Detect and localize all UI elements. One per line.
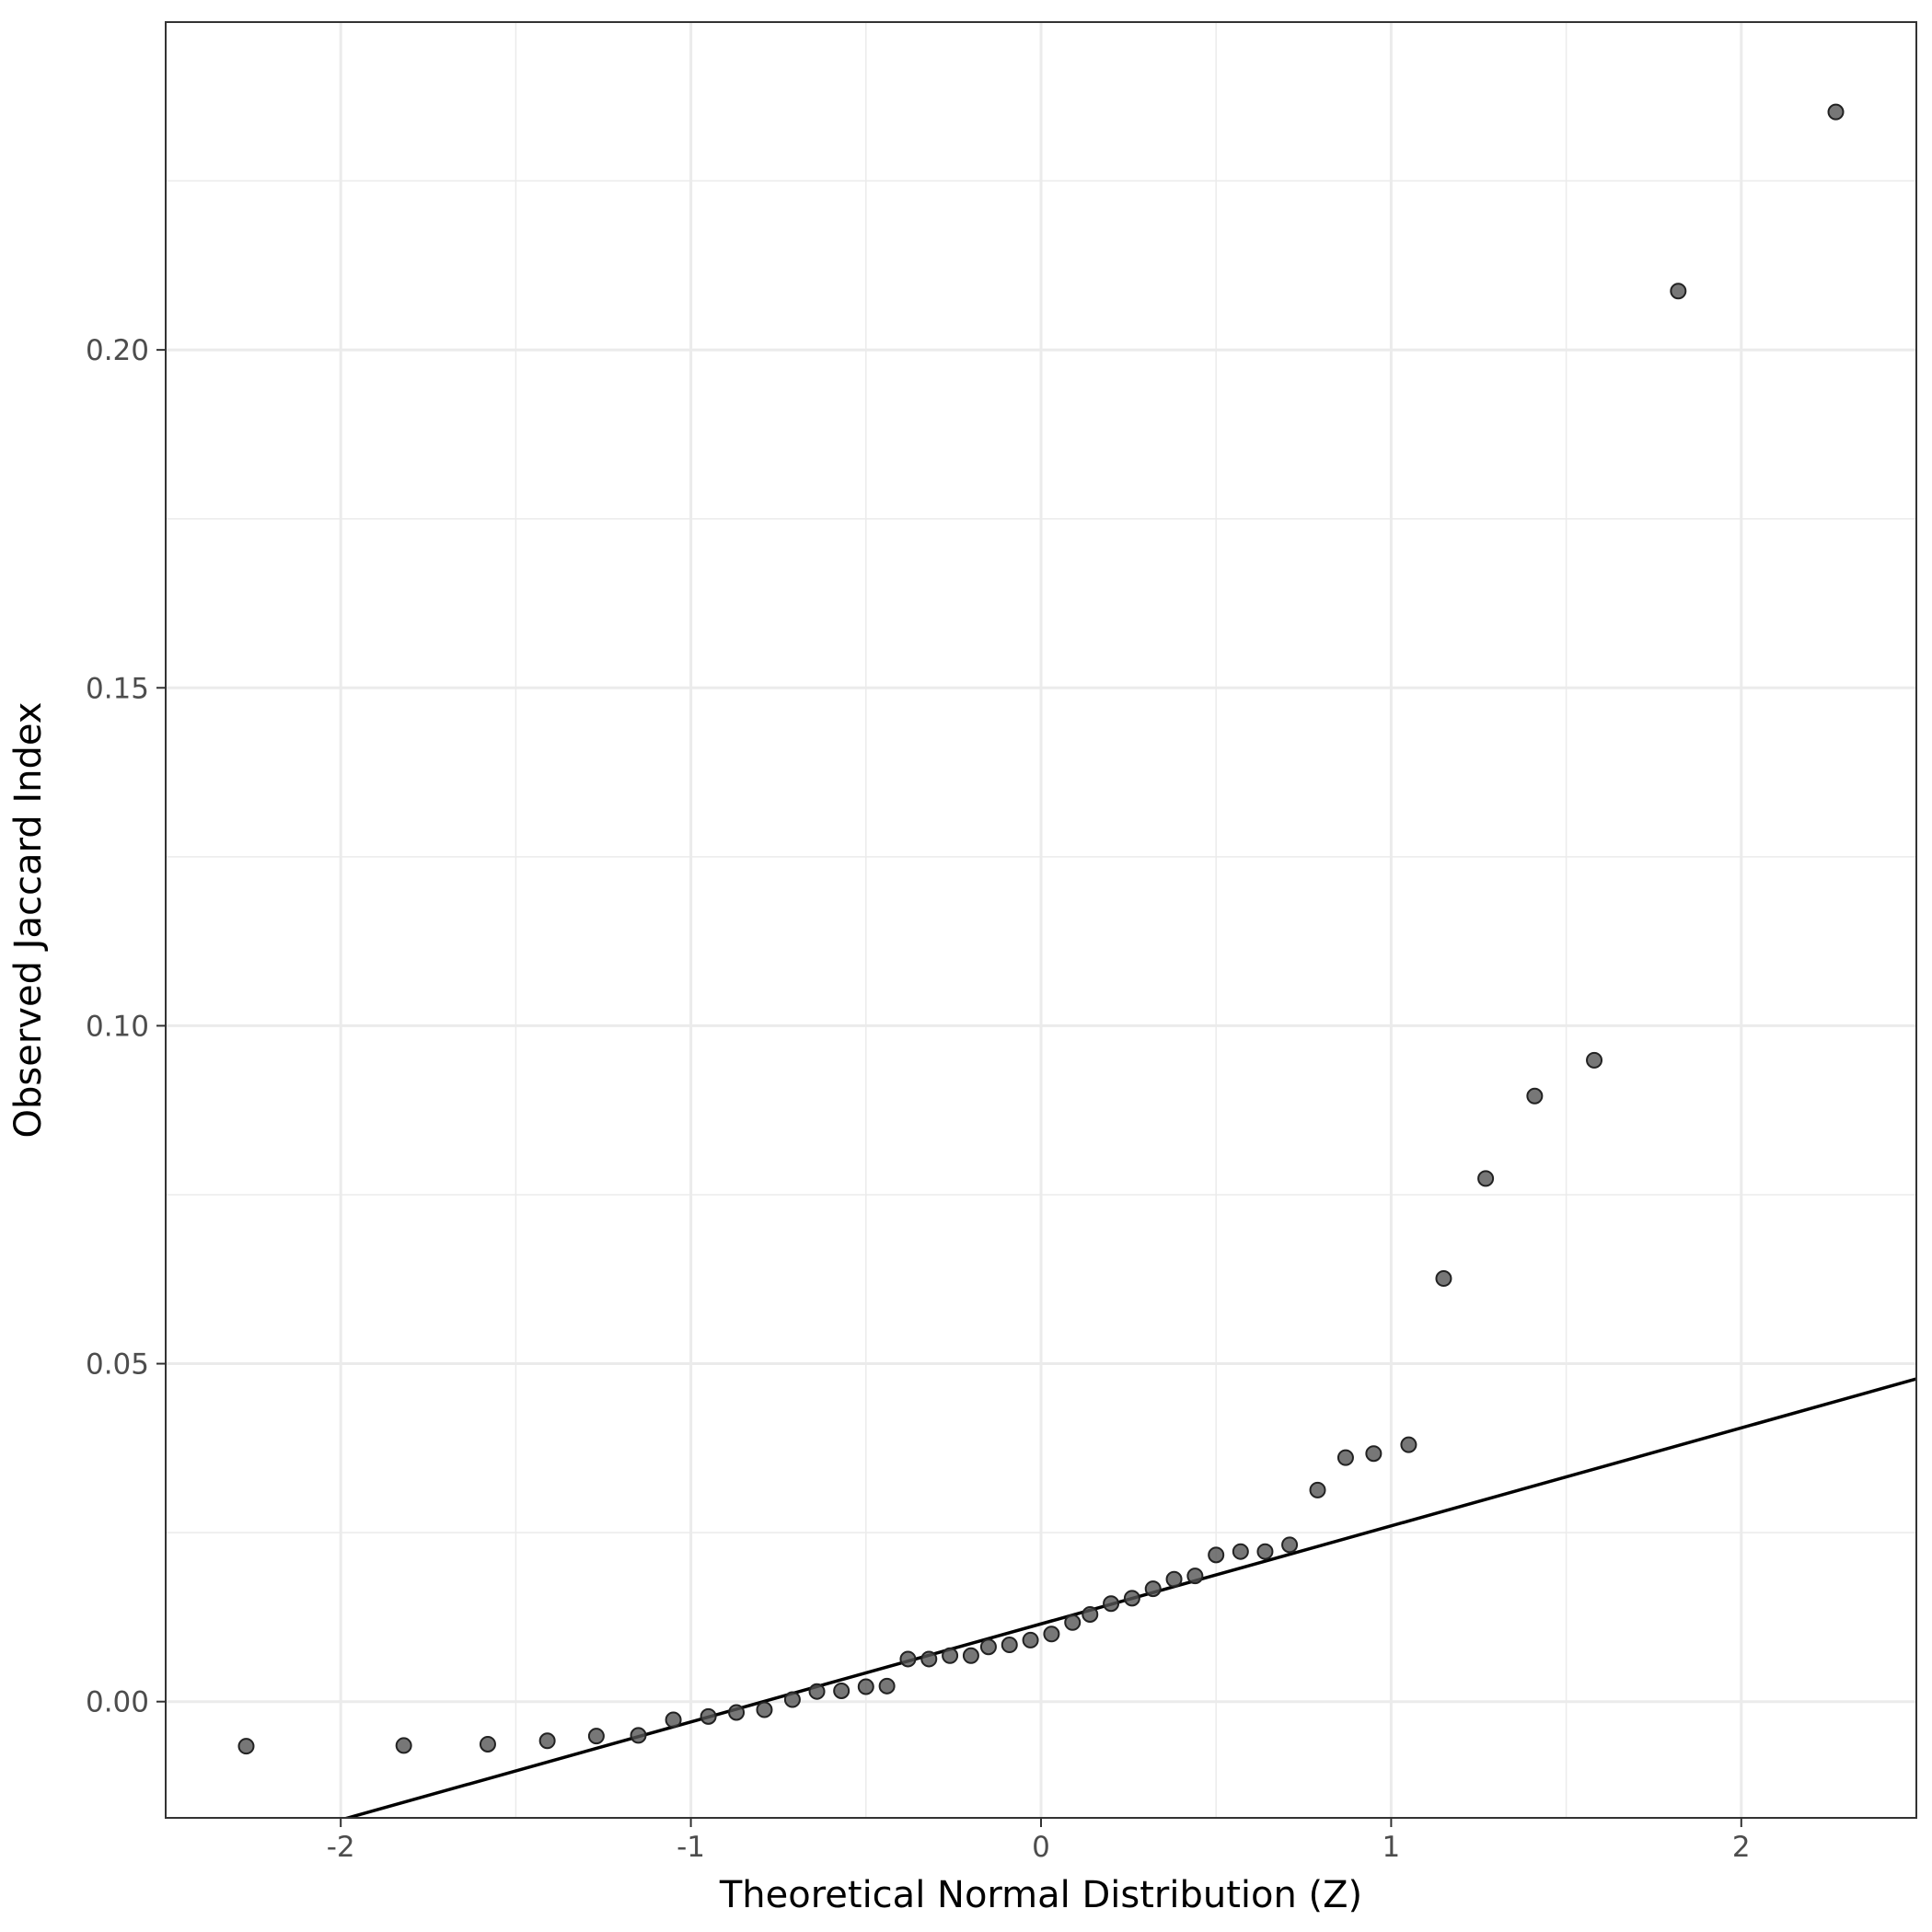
data-point-5 (630, 1727, 647, 1744)
y-tick-label-3: 0.15 (86, 672, 149, 705)
data-point-37 (1400, 1436, 1417, 1453)
data-point-4 (587, 1728, 605, 1745)
data-point-34 (1309, 1481, 1326, 1498)
data-point-25 (1103, 1595, 1120, 1613)
major-gridlines (166, 22, 1916, 1818)
data-point-30 (1208, 1546, 1225, 1564)
data-point-11 (808, 1683, 826, 1700)
data-point-10 (783, 1691, 801, 1708)
reference-line (341, 1377, 1916, 1818)
reference-line-group (341, 1377, 1916, 1818)
data-point-14 (878, 1677, 896, 1695)
data-point-23 (1064, 1614, 1082, 1631)
data-point-0 (237, 1738, 255, 1755)
data-point-43 (1827, 103, 1845, 121)
data-point-15 (899, 1650, 917, 1668)
data-point-21 (1022, 1631, 1039, 1649)
y-axis-ticks: 0.00 0.05 0.10 0.15 0.20 (86, 334, 166, 1719)
data-point-17 (942, 1647, 959, 1664)
data-point-41 (1586, 1051, 1603, 1069)
data-point-42 (1670, 283, 1687, 300)
data-point-28 (1165, 1570, 1183, 1588)
x-tick-label-4: 2 (1732, 1831, 1751, 1864)
data-point-1 (395, 1737, 412, 1754)
y-tick-label-1: 0.05 (86, 1348, 149, 1382)
data-point-6 (665, 1711, 682, 1729)
data-points (237, 103, 1845, 1755)
data-point-31 (1232, 1543, 1249, 1560)
data-point-27 (1144, 1580, 1162, 1598)
data-point-19 (979, 1638, 997, 1656)
y-axis-title: Observed Jaccard Index (7, 702, 50, 1139)
data-point-35 (1336, 1449, 1354, 1466)
data-point-29 (1186, 1568, 1204, 1585)
x-tick-label-2: 0 (1032, 1831, 1050, 1864)
x-tick-label-0: -2 (327, 1831, 355, 1864)
x-tick-label-3: 1 (1382, 1831, 1401, 1864)
data-point-3 (538, 1732, 556, 1750)
data-point-32 (1256, 1543, 1274, 1560)
data-point-24 (1082, 1605, 1099, 1623)
data-point-38 (1435, 1270, 1452, 1288)
y-tick-label-4: 0.20 (86, 334, 149, 367)
data-point-9 (756, 1701, 773, 1718)
data-point-20 (1001, 1637, 1018, 1654)
data-point-2 (479, 1735, 496, 1753)
data-point-26 (1123, 1590, 1140, 1607)
data-point-39 (1477, 1170, 1495, 1187)
data-point-33 (1281, 1536, 1299, 1554)
data-point-16 (920, 1650, 938, 1668)
data-point-22 (1043, 1625, 1060, 1643)
x-tick-label-1: -1 (677, 1831, 705, 1864)
data-point-12 (833, 1682, 850, 1699)
data-point-8 (728, 1704, 746, 1721)
y-tick-label-0: 0.00 (86, 1686, 149, 1719)
x-axis-ticks: -2 -1 0 1 2 (327, 1818, 1751, 1864)
y-tick-label-2: 0.10 (86, 1010, 149, 1043)
data-point-7 (700, 1707, 717, 1725)
data-point-18 (962, 1647, 979, 1664)
x-axis-title: Theoretical Normal Distribution (Z) (719, 1874, 1362, 1916)
data-point-13 (857, 1678, 874, 1695)
data-point-36 (1365, 1445, 1382, 1463)
data-point-40 (1526, 1087, 1544, 1105)
